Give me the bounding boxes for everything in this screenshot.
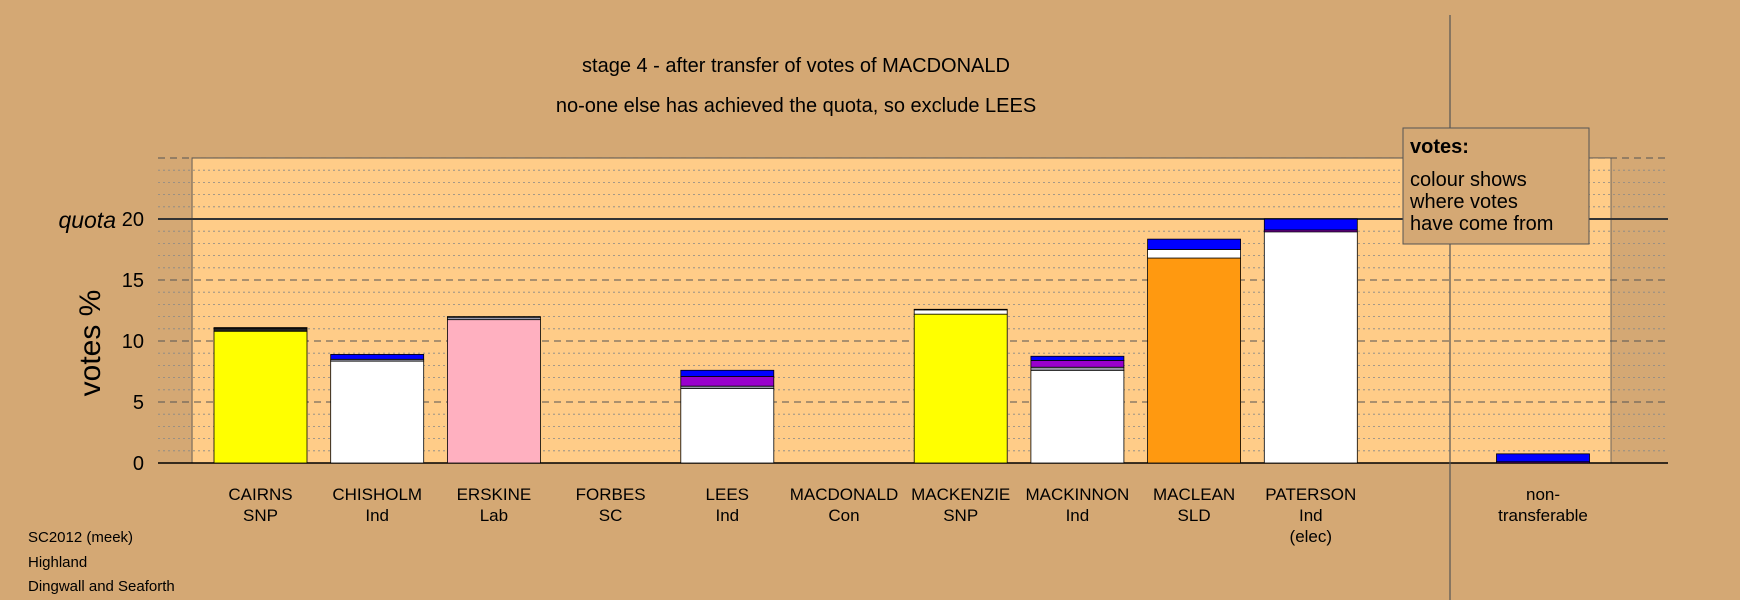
bar-segment bbox=[913, 308, 1008, 311]
candidate-name: MACDONALD bbox=[790, 485, 899, 504]
plot-side-right bbox=[1611, 158, 1668, 463]
nontransferable-label-1: non- bbox=[1526, 485, 1560, 504]
footer-method: SC2012 (meek) bbox=[28, 529, 133, 546]
bar-segment bbox=[330, 354, 425, 360]
bar-segment bbox=[1263, 218, 1358, 231]
candidate-party: Ind bbox=[1299, 506, 1323, 525]
bar-segment bbox=[913, 309, 1008, 315]
legend-line-2: where votes bbox=[1409, 191, 1518, 213]
bar-segment bbox=[446, 316, 541, 318]
candidate-party: Con bbox=[828, 506, 859, 525]
candidate-party: SC bbox=[599, 506, 623, 525]
candidate-name: CAIRNS bbox=[228, 485, 292, 504]
candidate-name: ERSKINE bbox=[457, 485, 532, 504]
bar-segment bbox=[680, 388, 775, 464]
candidate-party: Lab bbox=[480, 506, 508, 525]
bar-segment bbox=[1030, 355, 1125, 361]
y-tick-label: 0 bbox=[133, 453, 144, 475]
bar-segment bbox=[680, 375, 775, 387]
bar-segment bbox=[913, 313, 1008, 464]
candidate-party: Ind bbox=[715, 506, 739, 525]
bar-segment bbox=[330, 360, 425, 464]
candidate-name: CHISHOLM bbox=[332, 485, 422, 504]
bar-segment bbox=[1147, 249, 1241, 259]
bars bbox=[213, 218, 1590, 464]
plot-side-left bbox=[158, 158, 192, 463]
legend-line-1: colour shows bbox=[1410, 169, 1527, 191]
candidate-name: FORBES bbox=[576, 485, 646, 504]
legend-box bbox=[1402, 127, 1590, 245]
footer-ward: Dingwall and Seaforth bbox=[28, 578, 175, 595]
bar-segment bbox=[1147, 238, 1241, 250]
quota-label: quota bbox=[58, 207, 116, 233]
y-tick-label: 5 bbox=[133, 392, 144, 414]
y-tick-label: 20 bbox=[122, 209, 144, 231]
candidate-party: SNP bbox=[943, 506, 978, 525]
candidate-party: SNP bbox=[243, 506, 278, 525]
candidate-name: MACKENZIE bbox=[911, 485, 1010, 504]
candidate-name: MACLEAN bbox=[1153, 485, 1235, 504]
category-labels: CAIRNS SNP CHISHOLM Ind ERSKINE Lab FORBES SC LE… bbox=[228, 485, 1588, 546]
candidate-party: SLD bbox=[1178, 506, 1211, 525]
bar-segment bbox=[213, 330, 308, 464]
candidate-name: LEES bbox=[706, 485, 749, 504]
candidate-party: Ind bbox=[1066, 506, 1090, 525]
legend: votes: colour shows where votes have com… bbox=[1402, 127, 1590, 245]
bar-segment bbox=[1263, 231, 1358, 464]
bar-segment bbox=[213, 327, 308, 329]
legend-heading: votes: bbox=[1410, 136, 1469, 158]
bar-segment bbox=[1030, 360, 1125, 368]
nontransferable-label-2: transferable bbox=[1498, 506, 1588, 525]
bar-segment bbox=[1496, 453, 1590, 463]
y-axis-label: votes % bbox=[74, 290, 107, 397]
bar-segment bbox=[213, 327, 308, 332]
candidate-name: MACKINNON bbox=[1025, 485, 1129, 504]
y-tick-labels: 0 5 10 15 20 bbox=[122, 209, 144, 475]
candidate-name: PATERSON bbox=[1265, 485, 1356, 504]
bar-segment bbox=[1030, 369, 1125, 464]
y-tick-label: 10 bbox=[122, 331, 144, 353]
footer-council: Highland bbox=[28, 554, 87, 571]
candidate-party: Ind bbox=[365, 506, 389, 525]
bar-segment bbox=[680, 369, 775, 377]
bar-segment bbox=[446, 319, 541, 464]
legend-line-3: have come from bbox=[1410, 213, 1553, 235]
candidate-note: (elec) bbox=[1290, 527, 1333, 546]
chart-subtitle: no-one else has achieved the quota, so e… bbox=[556, 95, 1036, 117]
plot-area bbox=[191, 157, 1612, 464]
chart-title: stage 4 - after transfer of votes of MAC… bbox=[582, 55, 1010, 77]
bar-segment bbox=[1030, 366, 1125, 371]
y-tick-label: 15 bbox=[122, 270, 144, 292]
bar-segment bbox=[1147, 257, 1241, 464]
